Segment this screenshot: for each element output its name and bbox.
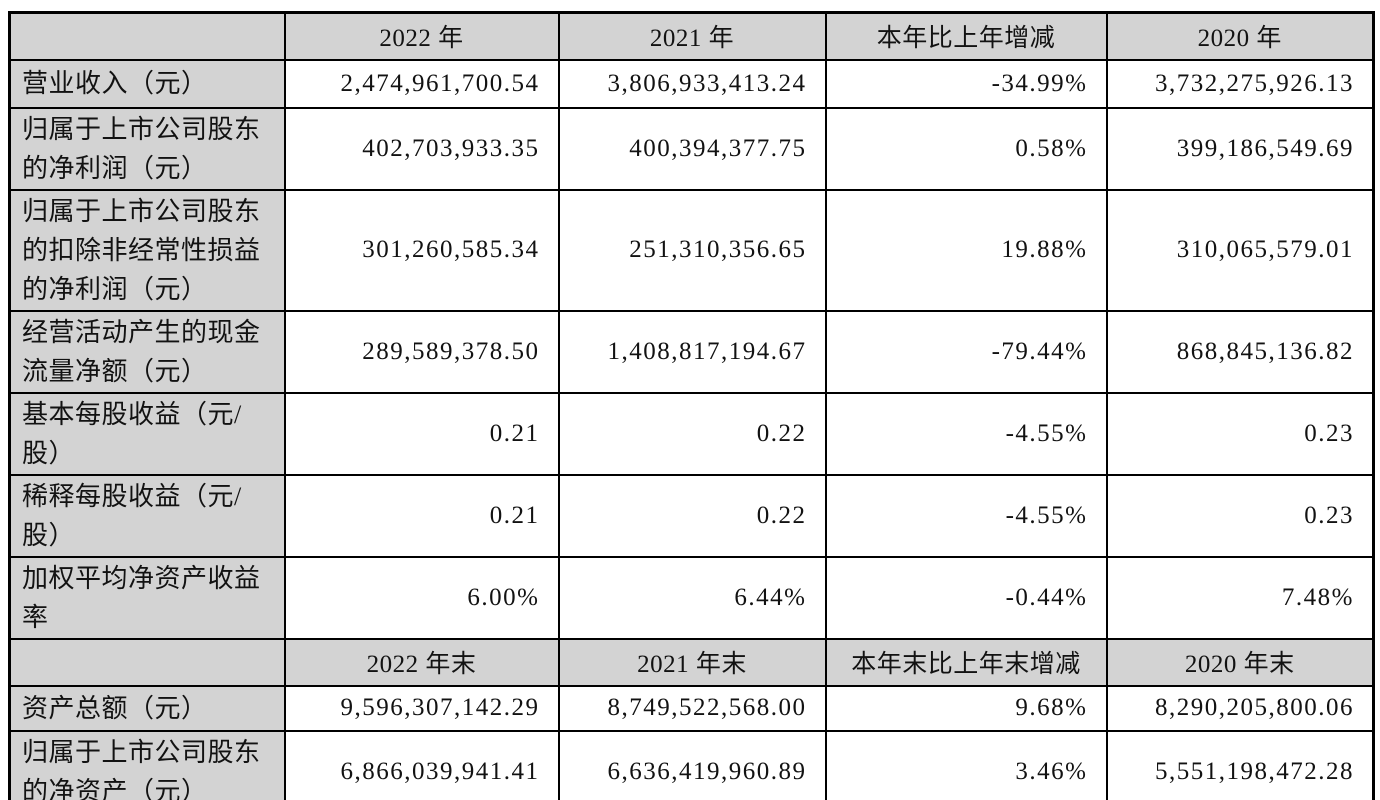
row-label: 资产总额（元） (8, 684, 286, 732)
value-2020: 0.23 (1105, 473, 1375, 558)
value-2022: 6.00% (283, 555, 560, 640)
value-2022: 301,260,585.34 (283, 188, 560, 312)
row-label: 稀释每股收益（元/ 股） (8, 473, 286, 558)
value-2022: 402,703,933.35 (283, 106, 560, 191)
value-2022: 0.21 (283, 473, 560, 558)
corner-cell (8, 11, 286, 61)
value-2020: 310,065,579.01 (1105, 188, 1375, 312)
value-change: 19.88% (824, 188, 1108, 312)
value-2022: 289,589,378.50 (283, 309, 560, 394)
value-2021: 6.44% (557, 555, 827, 640)
value-2021: 3,806,933,413.24 (557, 58, 827, 109)
value-2022: 0.21 (283, 391, 560, 476)
table-row-operating-cash-flow: 经营活动产生的现金 流量净额（元） 289,589,378.50 1,408,8… (8, 309, 1375, 394)
table-row-diluted-eps: 稀释每股收益（元/ 股） 0.21 0.22 -4.55% 0.23 (8, 473, 1375, 558)
row-label: 加权平均净资产收益 率 (8, 555, 286, 640)
eoy-header-row: 2022 年末 2021 年末 本年末比上年末增减 2020 年末 (8, 637, 1375, 687)
annual-header-row: 2022 年 2021 年 本年比上年增减 2020 年 (8, 11, 1375, 61)
col-header-2021: 2021 年 (557, 11, 827, 61)
col-header-eoy-change: 本年末比上年末增减 (824, 637, 1108, 687)
value-2022: 2,474,961,700.54 (283, 58, 560, 109)
value-2020: 7.48% (1105, 555, 1375, 640)
value-change: 3.46% (824, 729, 1108, 800)
value-2021: 1,408,817,194.67 (557, 309, 827, 394)
value-2022: 9,596,307,142.29 (283, 684, 560, 732)
value-2021: 251,310,356.65 (557, 188, 827, 312)
table-row-net-profit-excl-nonrecurring: 归属于上市公司股东 的扣除非经常性损益 的净利润（元） 301,260,585.… (8, 188, 1375, 312)
corner-cell (8, 637, 286, 687)
row-label: 归属于上市公司股东 的净利润（元） (8, 106, 286, 191)
value-2020: 5,551,198,472.28 (1105, 729, 1375, 800)
row-label: 营业收入（元） (8, 58, 286, 109)
row-label: 归属于上市公司股东 的净资产（元） (8, 729, 286, 800)
value-2021: 0.22 (557, 473, 827, 558)
row-label: 基本每股收益（元/ 股） (8, 391, 286, 476)
value-2021: 6,636,419,960.89 (557, 729, 827, 800)
table-row-weighted-avg-roe: 加权平均净资产收益 率 6.00% 6.44% -0.44% 7.48% (8, 555, 1375, 640)
value-2020: 8,290,205,800.06 (1105, 684, 1375, 732)
col-header-2022-eoy: 2022 年末 (283, 637, 560, 687)
value-change: -0.44% (824, 555, 1108, 640)
value-2021: 8,749,522,568.00 (557, 684, 827, 732)
value-2020: 3,732,275,926.13 (1105, 58, 1375, 109)
col-header-2020-eoy: 2020 年末 (1105, 637, 1375, 687)
value-change: -79.44% (824, 309, 1108, 394)
row-label: 归属于上市公司股东 的扣除非经常性损益 的净利润（元） (8, 188, 286, 312)
table-row-basic-eps: 基本每股收益（元/ 股） 0.21 0.22 -4.55% 0.23 (8, 391, 1375, 476)
value-change: -4.55% (824, 391, 1108, 476)
value-2021: 0.22 (557, 391, 827, 476)
col-header-2020: 2020 年 (1105, 11, 1375, 61)
value-change: -4.55% (824, 473, 1108, 558)
value-change: -34.99% (824, 58, 1108, 109)
table-row-net-assets: 归属于上市公司股东 的净资产（元） 6,866,039,941.41 6,636… (8, 729, 1375, 800)
key-financials-table: 2022 年 2021 年 本年比上年增减 2020 年 营业收入（元） 2,4… (8, 11, 1375, 800)
col-header-yoy-change: 本年比上年增减 (824, 11, 1108, 61)
table-row-total-assets: 资产总额（元） 9,596,307,142.29 8,749,522,568.0… (8, 684, 1375, 732)
value-change: 0.58% (824, 106, 1108, 191)
value-2022: 6,866,039,941.41 (283, 729, 560, 800)
row-label: 经营活动产生的现金 流量净额（元） (8, 309, 286, 394)
value-2020: 0.23 (1105, 391, 1375, 476)
value-2021: 400,394,377.75 (557, 106, 827, 191)
value-change: 9.68% (824, 684, 1108, 732)
value-2020: 399,186,549.69 (1105, 106, 1375, 191)
value-2020: 868,845,136.82 (1105, 309, 1375, 394)
table-row-revenue: 营业收入（元） 2,474,961,700.54 3,806,933,413.2… (8, 58, 1375, 109)
table-row-net-profit: 归属于上市公司股东 的净利润（元） 402,703,933.35 400,394… (8, 106, 1375, 191)
col-header-2021-eoy: 2021 年末 (557, 637, 827, 687)
col-header-2022: 2022 年 (283, 11, 560, 61)
